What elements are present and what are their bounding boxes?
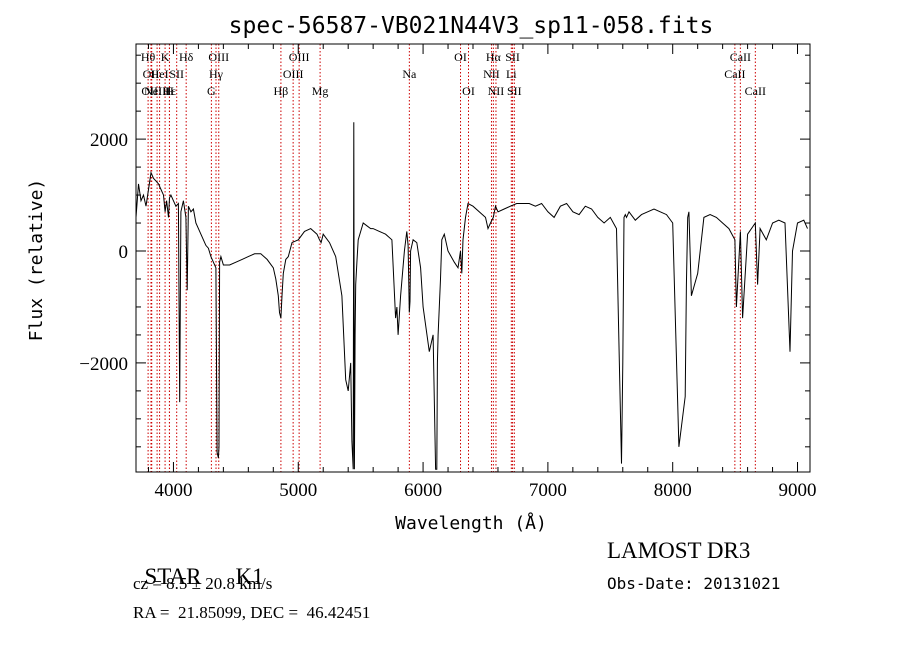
line-marker-labels: HθOIIOIIINeIIIHeIKHεHSIIHδGHγOIIIHβOIIIO… (141, 50, 766, 98)
x-tick-label: 8000 (654, 480, 692, 501)
y-tick-label: 2000 (90, 130, 128, 151)
x-tick-label: 6000 (404, 480, 442, 501)
line-marker-label: CaII (745, 84, 766, 98)
x-tick-label: 7000 (529, 480, 567, 501)
cz-line: cz = 8.5 ± 20.8 km/s (133, 574, 273, 593)
line-marker-label: Hβ (274, 84, 289, 98)
line-marker-label: OIII (208, 50, 229, 64)
line-marker-label: HeI (151, 67, 169, 81)
line-marker-label: NII (488, 84, 505, 98)
x-axis: 4000 5000 6000 7000 8000 9000 (147, 44, 817, 501)
line-marker-label: CaII (730, 50, 751, 64)
y-axis-label: Flux (relative) (26, 179, 47, 342)
spectrum-line (135, 122, 808, 470)
line-marker-label: H (165, 84, 174, 98)
spectrum-series (135, 122, 808, 470)
line-marker-label: OI (454, 50, 467, 64)
line-marker-label: SII (507, 84, 522, 98)
coord-line: RA = 21.85099, DEC = 46.42451 (133, 603, 371, 622)
line-marker-label: NeIII (144, 84, 170, 98)
line-marker-label: OIII (289, 50, 310, 64)
line-marker-label: CaII (724, 67, 745, 81)
line-marker-label: G (207, 84, 216, 98)
object-class: STAR K1 (133, 538, 264, 590)
line-marker-label: Hε (163, 84, 177, 98)
x-tick-label: 4000 (154, 480, 192, 501)
x-tick-label: 9000 (779, 480, 817, 501)
y-tick-label: −2000 (79, 354, 128, 375)
line-marker-label: SII (169, 67, 184, 81)
line-marker-label: OIII (141, 84, 162, 98)
line-marker-label: SII (505, 50, 520, 64)
line-marker-label: Hα (486, 50, 502, 64)
x-tick-label: 5000 (279, 480, 317, 501)
subclass-label: K1 (235, 564, 264, 589)
x-axis-label: Wavelength (Å) (395, 512, 547, 534)
class-label: STAR (144, 564, 202, 589)
line-marker-label: K (161, 50, 170, 64)
line-marker-label: Hθ (141, 50, 156, 64)
plot-frame (135, 43, 811, 473)
line-marker-label: OII (143, 67, 160, 81)
line-marker-label: Mg (312, 84, 329, 98)
obs-date: Obs-Date: 20131021 (607, 574, 781, 593)
survey-label: LAMOST DR3 (607, 538, 751, 563)
line-marker-label: OIII (283, 67, 304, 81)
line-marker-label: NII (483, 67, 500, 81)
line-marker-label: Hδ (179, 50, 194, 64)
line-marker-label: Na (402, 67, 417, 81)
line-marker-label: OI (462, 84, 475, 98)
y-tick-label: 0 (119, 242, 129, 263)
line-marker-label: Hγ (209, 67, 224, 81)
chart-title: spec-56587-VB021N44V3_sp11-058.fits (229, 13, 714, 39)
line-marker-label: Li (506, 67, 517, 81)
y-axis: −2000 0 2000 (79, 54, 810, 448)
